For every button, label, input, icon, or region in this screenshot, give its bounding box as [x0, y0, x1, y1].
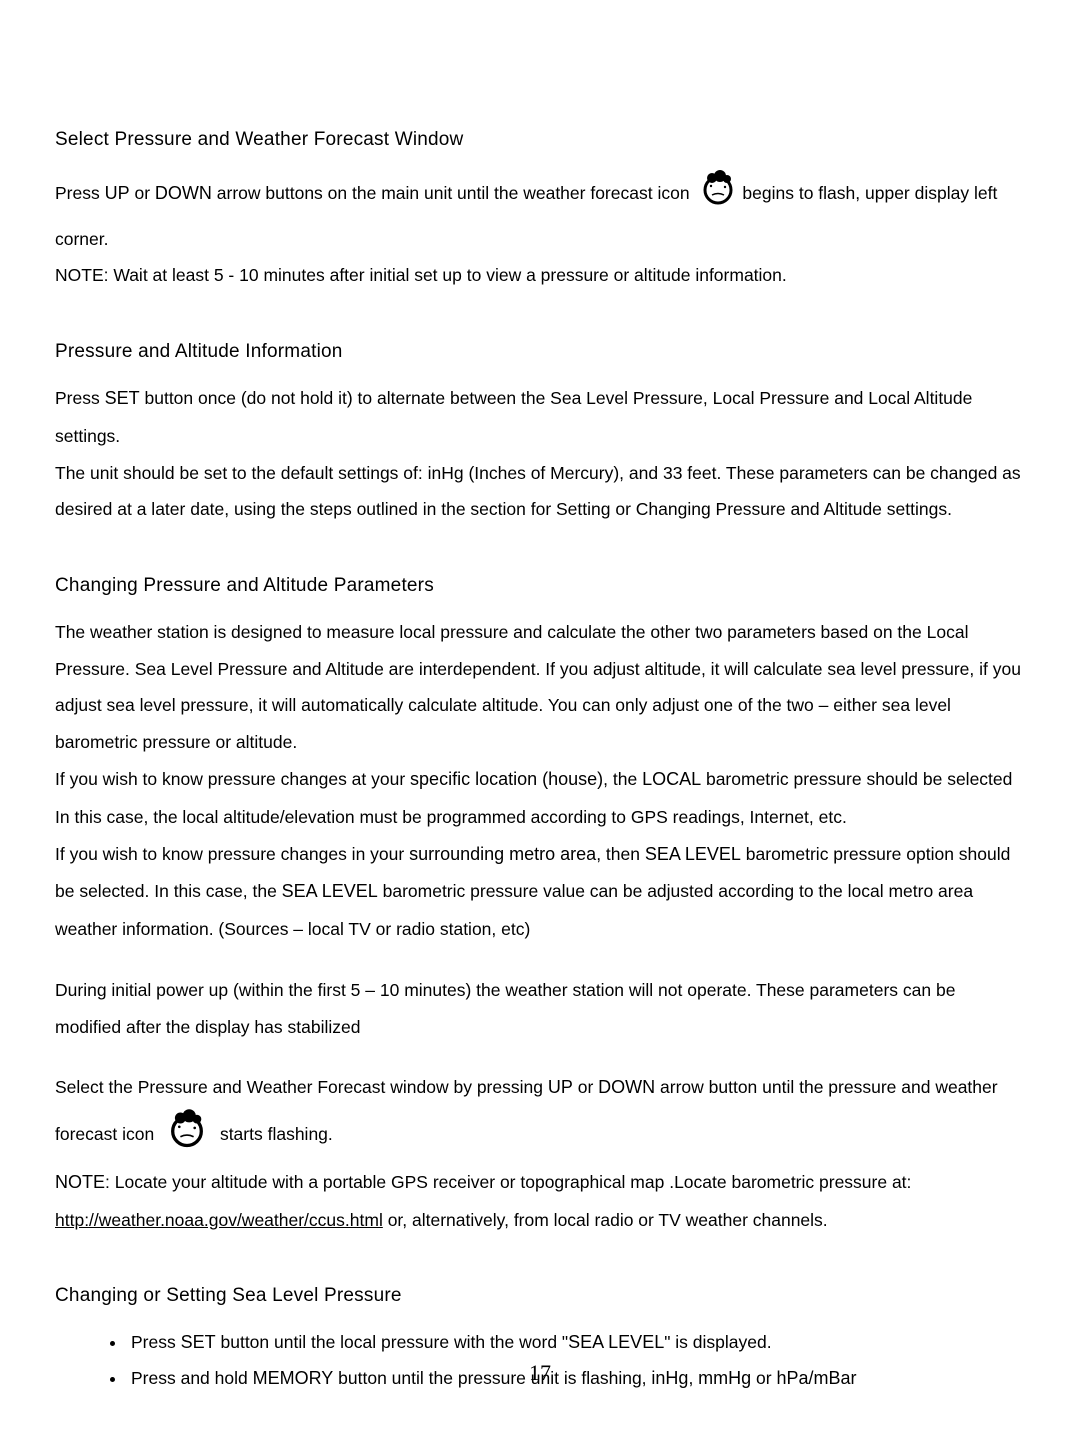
- local-label: LOCAL: [642, 769, 701, 789]
- heading-changing-params: Changing Pressure and Altitude Parameter…: [55, 566, 1025, 606]
- down-button-label: DOWN: [155, 183, 212, 203]
- sealevel-label: SEA LEVEL: [645, 844, 741, 864]
- text: Press: [55, 183, 105, 203]
- note-text: NOTE: Wait at least 5 - 10 minutes after…: [55, 257, 1025, 294]
- text: If you wish to know pressure changes in …: [55, 844, 409, 864]
- text: If you wish to know pressure changes at …: [55, 769, 410, 789]
- paragraph: The unit should be set to the default se…: [55, 455, 1025, 529]
- text: or: [573, 1077, 598, 1097]
- paragraph: Select the Pressure and Weather Forecast…: [55, 1069, 1025, 1164]
- paragraph: During initial power up (within the firs…: [55, 972, 1025, 1046]
- url-link[interactable]: http://weather.noaa.gov/weather/ccus.htm…: [55, 1210, 383, 1230]
- text: Select the Pressure and Weather Forecast…: [55, 1077, 548, 1097]
- paragraph: Press UP or DOWN arrow buttons on the ma…: [55, 168, 1025, 258]
- paragraph: Press SET button once (do not hold it) t…: [55, 380, 1025, 455]
- page-number: 17: [0, 1350, 1080, 1396]
- text: starts flashing.: [215, 1124, 333, 1144]
- emphasis: specific location (house): [410, 769, 603, 789]
- heading-sea-level: Changing or Setting Sea Level Pressure: [55, 1276, 1025, 1316]
- text: : Locate your altitude with a portable G…: [105, 1172, 911, 1192]
- text: or: [130, 183, 155, 203]
- heading-select-pressure: Select Pressure and Weather Forecast Win…: [55, 120, 1025, 160]
- set-button-label: SET: [105, 388, 140, 408]
- sealevel-label: SEA LEVEL: [282, 881, 378, 901]
- up-button-label: UP: [548, 1077, 573, 1097]
- text: Press: [55, 388, 105, 408]
- emphasis: surrounding metro area: [409, 844, 596, 864]
- text: arrow buttons on the main unit until the…: [212, 183, 695, 203]
- document-page: Select Pressure and Weather Forecast Win…: [0, 0, 1080, 1436]
- weather-forecast-icon: [163, 1107, 211, 1164]
- note-label: NOTE: [55, 1172, 105, 1192]
- paragraph: If you wish to know pressure changes in …: [55, 836, 1025, 948]
- heading-pressure-altitude: Pressure and Altitude Information: [55, 332, 1025, 372]
- note-text: NOTE: Locate your altitude with a portab…: [55, 1164, 1025, 1239]
- weather-forecast-icon: [698, 168, 738, 221]
- down-button-label: DOWN: [598, 1077, 655, 1097]
- text: , the: [603, 769, 642, 789]
- up-button-label: UP: [105, 183, 130, 203]
- paragraph: If you wish to know pressure changes at …: [55, 761, 1025, 836]
- text: or, alternatively, from local radio or T…: [383, 1210, 828, 1230]
- text: button once (do not hold it) to alternat…: [55, 388, 972, 446]
- text: , then: [596, 844, 645, 864]
- paragraph: The weather station is designed to measu…: [55, 614, 1025, 761]
